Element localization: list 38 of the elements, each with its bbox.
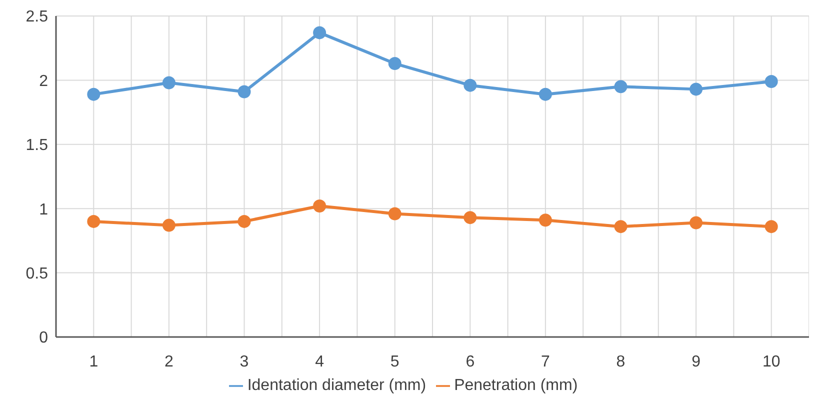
point: [162, 218, 176, 232]
point: [87, 214, 100, 228]
x-tick-label: 3: [240, 353, 249, 370]
point: [238, 85, 251, 98]
point: [388, 57, 402, 70]
point: [464, 211, 477, 224]
point: [764, 220, 778, 234]
point: [764, 74, 778, 88]
point: [464, 78, 477, 92]
point: [690, 216, 703, 230]
point: [614, 80, 628, 94]
point: [690, 82, 703, 96]
y-tick-label: 2.5: [26, 8, 48, 26]
point: [162, 76, 176, 90]
point: [238, 214, 251, 228]
y-tick-label: 0: [39, 330, 48, 347]
point: [538, 88, 552, 101]
x-tick-label: 1: [89, 353, 98, 370]
y-tick-label: 1: [39, 201, 48, 218]
point: [313, 200, 326, 213]
y-tick-label: 1.5: [26, 137, 48, 154]
x-tick-label: 10: [762, 353, 780, 370]
y-tick-label: 0.5: [26, 265, 48, 282]
x-tick-label: 7: [540, 353, 550, 370]
point: [313, 26, 326, 40]
x-tick-label: 4: [315, 353, 324, 370]
x-tick-label: 6: [466, 353, 475, 370]
x-tick-label: 8: [616, 353, 626, 370]
x-tick-label: 2: [164, 353, 174, 370]
legend-label: Penetration (mm): [454, 377, 578, 394]
point: [538, 214, 552, 227]
point: [87, 88, 100, 101]
point: [614, 220, 628, 234]
x-tick-label: 9: [692, 353, 701, 370]
y-tick-label: 2: [39, 72, 48, 90]
point: [388, 207, 402, 220]
x-tick-label: 5: [390, 353, 400, 370]
legend-label: Identation diameter (mm): [247, 377, 426, 394]
